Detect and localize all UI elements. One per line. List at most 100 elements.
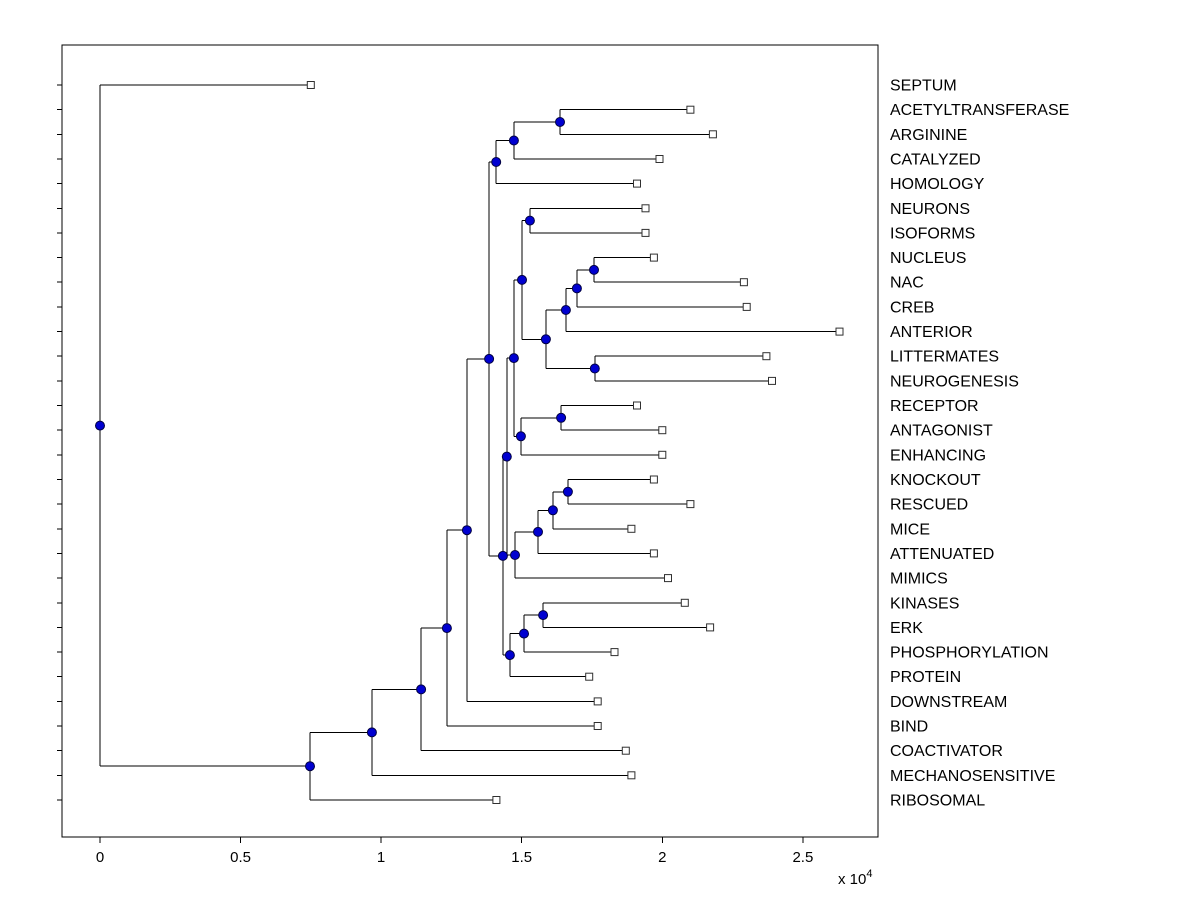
leaf-label: KINASES xyxy=(890,595,959,612)
leaf-label: COACTIVATOR xyxy=(890,743,1003,760)
leaf-label: SEPTUM xyxy=(890,78,957,95)
leaf-marker xyxy=(610,648,619,657)
leaf-marker xyxy=(641,228,650,237)
leaf-marker xyxy=(680,598,689,607)
node-marker xyxy=(508,135,519,146)
leaf-label: CREB xyxy=(890,299,934,316)
leaf-label: ISOFORMS xyxy=(890,225,975,242)
leaf-marker xyxy=(593,722,602,730)
leaf-marker xyxy=(585,672,594,681)
leaf-marker xyxy=(649,475,658,484)
leaf-marker xyxy=(708,130,717,139)
leaf-label: NEUROGENESIS xyxy=(890,373,1019,390)
node-marker xyxy=(533,526,543,537)
node-marker xyxy=(538,610,549,621)
leaf-label: PHOSPHORYLATION xyxy=(890,645,1049,662)
leaf-label: ANTERIOR xyxy=(890,324,973,341)
node-marker xyxy=(95,420,105,431)
leaf-marker xyxy=(492,796,501,804)
leaf-label: NEURONS xyxy=(890,201,970,218)
leaf-marker xyxy=(742,302,751,311)
node-marker xyxy=(589,363,600,374)
leaf-marker xyxy=(627,771,636,780)
node-marker xyxy=(540,334,551,345)
plot-box xyxy=(61,44,879,838)
leaf-marker xyxy=(593,697,602,706)
leaf-label: LITTERMATES xyxy=(890,349,999,366)
node-marker xyxy=(501,451,512,462)
node-marker xyxy=(491,157,502,167)
leaf-marker xyxy=(835,327,844,336)
leaf-marker xyxy=(664,574,672,583)
leaf-marker xyxy=(633,401,641,410)
leaf-label: DOWNSTREAM xyxy=(890,694,1007,711)
leaf-label: PROTEIN xyxy=(890,669,961,686)
leaf-label: MICE xyxy=(890,521,930,538)
leaf-label: HOMOLOGY xyxy=(890,176,985,193)
x-tick-label: 2.5 xyxy=(792,849,813,866)
node-marker xyxy=(524,215,535,226)
node-marker xyxy=(517,274,527,285)
leaf-label: ATTENUATED xyxy=(890,546,994,563)
leaf-label: RIBOSOMAL xyxy=(890,793,985,810)
dendrogram-branches xyxy=(99,84,840,801)
leaf-marker xyxy=(633,179,641,188)
node-markers xyxy=(95,117,600,772)
leaf-label: RESCUED xyxy=(890,497,968,514)
x-axis: 0 0.5 1 1.5 2 2.5 x 104 xyxy=(96,837,872,888)
leaf-label: ERK xyxy=(890,620,923,637)
node-marker xyxy=(305,761,315,772)
leaf-label: BIND xyxy=(890,719,928,736)
leaf-marker xyxy=(641,204,650,213)
leaf-marker xyxy=(306,81,315,89)
leaf-label: MIMICS xyxy=(890,571,948,588)
leaf-label: NAC xyxy=(890,275,924,292)
leaf-label: CATALYZED xyxy=(890,152,981,169)
axis-multiplier-label: x 104 xyxy=(838,868,872,888)
leaf-marker xyxy=(627,524,636,533)
leaf-marker xyxy=(768,376,776,385)
leaf-marker xyxy=(762,352,771,361)
x-tick-label: 0 xyxy=(96,849,104,866)
leaf-markers xyxy=(306,81,844,804)
leaf-marker xyxy=(739,278,748,287)
leaf-marker xyxy=(621,746,630,755)
node-marker xyxy=(441,623,452,634)
x-tick-label: 2 xyxy=(658,849,666,866)
leaf-marker xyxy=(686,105,695,114)
node-marker xyxy=(562,486,573,497)
node-marker xyxy=(366,727,377,738)
node-marker xyxy=(556,412,567,423)
node-marker xyxy=(504,650,515,661)
node-marker xyxy=(416,684,427,695)
node-marker xyxy=(510,550,520,560)
node-marker xyxy=(497,550,508,561)
leaf-marker xyxy=(655,155,664,163)
node-marker xyxy=(515,431,526,442)
node-marker xyxy=(555,117,565,127)
node-marker xyxy=(461,525,472,536)
x-tick-label: 0.5 xyxy=(230,849,251,866)
leaf-marker xyxy=(649,549,658,558)
node-marker xyxy=(547,505,558,516)
leaf-labels: SEPTUM ACETYLTRANSFERASE ARGININE CATALYZED… xyxy=(890,78,1069,810)
leaf-marker xyxy=(649,253,658,262)
leaf-marker xyxy=(706,623,715,632)
node-marker xyxy=(571,283,582,294)
node-marker xyxy=(560,305,571,315)
node-marker xyxy=(519,628,529,639)
leaf-label: MECHANOSENSITIVE xyxy=(890,768,1055,785)
leaf-marker xyxy=(658,426,667,435)
leaf-label: ENHANCING xyxy=(890,447,986,464)
leaf-label: KNOCKOUT xyxy=(890,472,981,489)
leaf-marker xyxy=(686,500,695,509)
leaf-label: NUCLEUS xyxy=(890,250,966,267)
node-marker xyxy=(508,353,519,364)
leaf-marker xyxy=(658,450,667,459)
leaf-label: ACETYLTRANSFERASE xyxy=(890,102,1069,119)
leaf-label: RECEPTOR xyxy=(890,398,979,415)
x-tick-label: 1.5 xyxy=(511,849,532,866)
x-tick-label: 1 xyxy=(377,849,385,866)
